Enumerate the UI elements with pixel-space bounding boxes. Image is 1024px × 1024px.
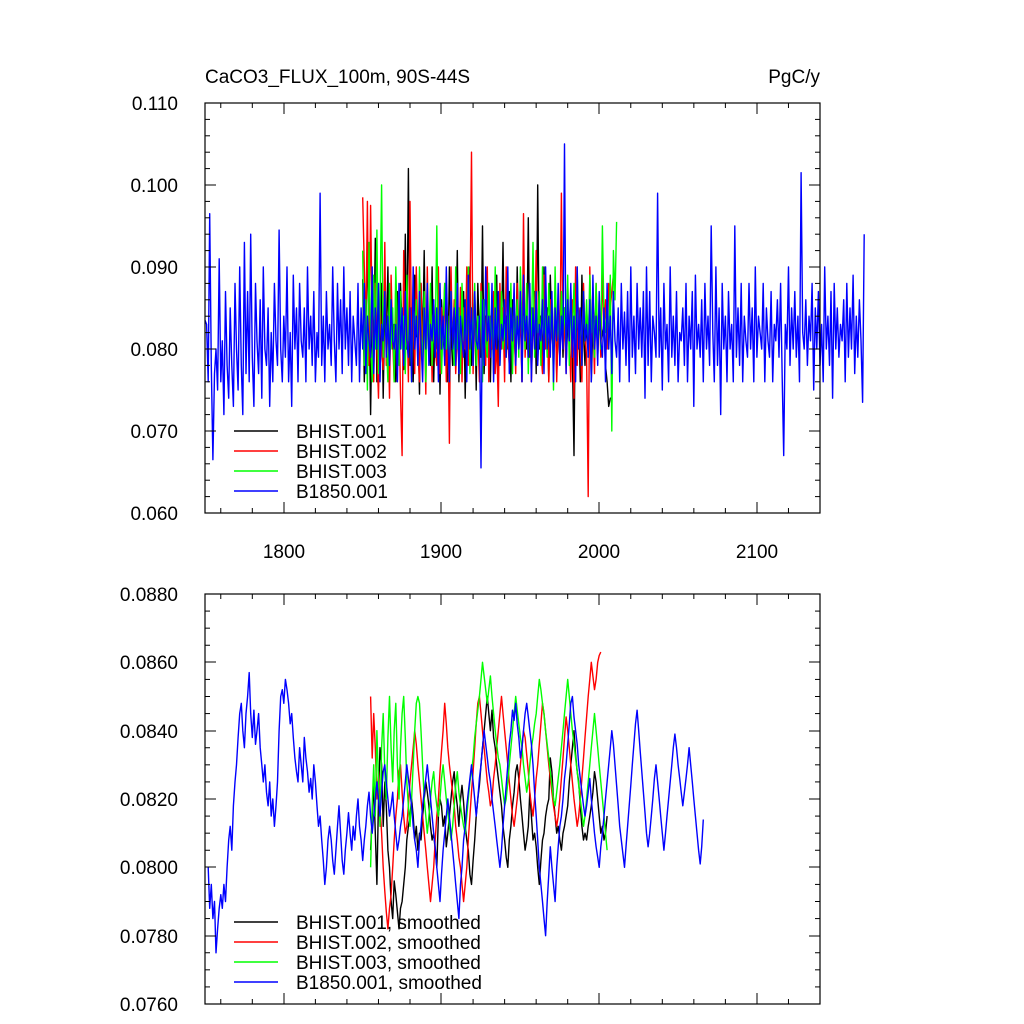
bottom-y-tick-label: 0.0800	[120, 858, 178, 879]
bottom-y-axis: 0.0760 0.0780 0.0800 0.0820 0.0840 0.086…	[120, 585, 820, 1016]
series-line-bhist-002-smoothed	[369, 651, 602, 930]
legend-label-bhist-002-smoothed: BHIST.002, smoothed	[296, 933, 481, 954]
bottom-y-tick-label: 0.0760	[120, 995, 178, 1016]
top-chart-title: CaCO3_FLUX_100m, 90S-44S	[205, 67, 470, 88]
bottom-y-tick-label: 0.0860	[120, 653, 178, 674]
bottom-legend: BHIST.001, smoothed BHIST.002, smoothed …	[234, 913, 482, 994]
legend-label-b1850-001: B1850.001	[296, 482, 388, 503]
top-minor-ticks	[205, 103, 820, 513]
bottom-plot-lines	[207, 651, 704, 954]
bottom-y-tick-label: 0.0840	[120, 722, 178, 743]
bottom-y-tick-label: 0.0780	[120, 927, 178, 948]
top-x-tick-label: 1800	[263, 542, 305, 563]
bottom-minor-ticks	[205, 594, 820, 1004]
top-y-axis: 0.060 0.070 0.080 0.090 0.100 0.110	[130, 94, 820, 525]
series-line-bhist-001-smoothed	[369, 695, 608, 930]
top-y-tick-label: 0.080	[130, 340, 178, 361]
bottom-x-axis	[283, 594, 758, 1004]
top-y-tick-label: 0.060	[130, 504, 178, 525]
bottom-panel: 0.0760 0.0780 0.0800 0.0820 0.0840 0.086…	[120, 585, 821, 1016]
series-line-bhist-003-smoothed	[369, 661, 608, 868]
bottom-y-tick-label: 0.0820	[120, 790, 178, 811]
top-x-axis: 1800 1900 2000 2100	[263, 103, 778, 563]
top-x-tick-label: 2000	[578, 542, 620, 563]
legend-label-bhist-002: BHIST.002	[296, 442, 387, 463]
top-y-tick-label: 0.090	[130, 258, 178, 279]
series-line-b1850-001-smoothed	[207, 671, 704, 954]
top-y-tick-label: 0.110	[132, 94, 178, 115]
legend-label-bhist-003-smoothed: BHIST.003, smoothed	[296, 953, 481, 974]
top-x-tick-label: 2100	[736, 542, 778, 563]
top-legend: BHIST.001 BHIST.002 BHIST.003 B1850.001	[234, 422, 388, 503]
top-y-tick-label: 0.070	[130, 422, 178, 443]
series-line-bhist-003	[362, 184, 618, 432]
legend-label-bhist-001: BHIST.001	[296, 422, 387, 443]
top-x-tick-label: 1900	[420, 542, 462, 563]
top-y-tick-label: 0.100	[130, 176, 178, 197]
legend-label-bhist-003: BHIST.003	[296, 462, 387, 483]
top-plot-frame	[204, 102, 821, 514]
legend-label-bhist-001-smoothed: BHIST.001, smoothed	[296, 913, 481, 934]
bottom-y-tick-label: 0.0880	[120, 585, 178, 606]
top-plot-lines	[204, 143, 865, 498]
top-chart-units: PgC/y	[768, 67, 820, 88]
top-panel: CaCO3_FLUX_100m, 90S-44S PgC/y 0.060 0.0…	[130, 67, 865, 563]
series-line-b1850-001	[204, 143, 865, 469]
legend-label-b1850-001-smoothed: B1850.001, smoothed	[296, 973, 482, 994]
